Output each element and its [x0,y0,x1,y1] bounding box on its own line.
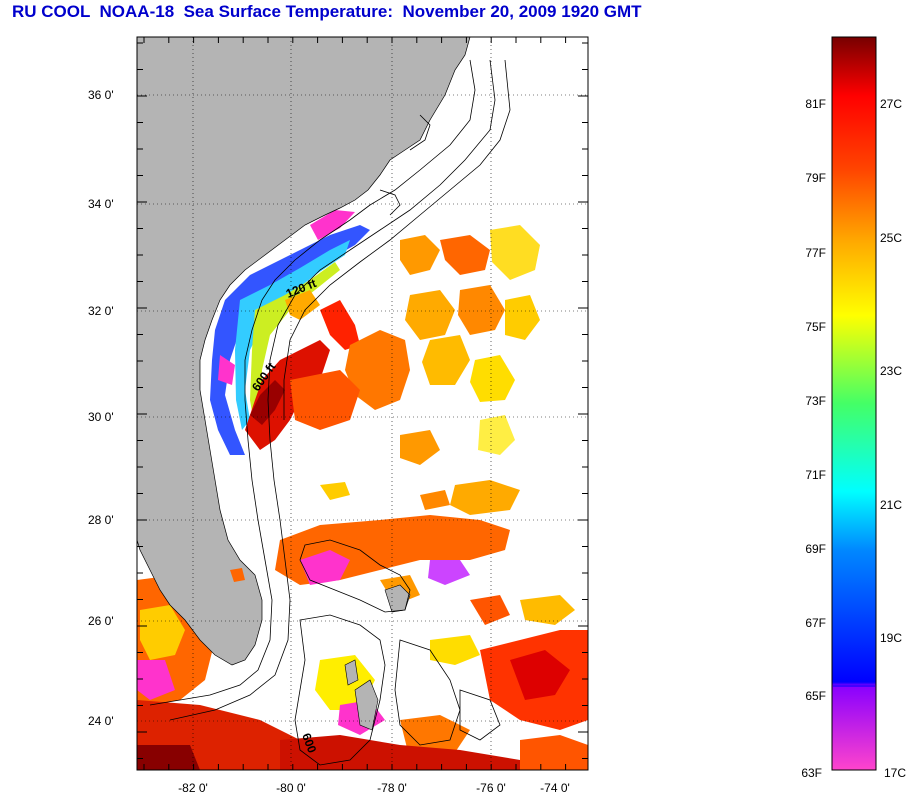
lon-label-78: -78 0' [377,781,407,795]
lat-label-36: 36 0' [88,88,114,102]
colorbar-label-81f: 81F [805,97,826,111]
lat-label-30: 30 0' [88,410,114,424]
colorbar-label-77f: 77F [805,246,826,260]
colorbar-label-25c: 25C [880,231,902,245]
sst-pixels [137,210,588,770]
contour-label-600: 600 [299,731,319,755]
colorbar-celsius-labels: 27C 25C 23C 21C 19C 17C [880,97,906,780]
colorbar-fahrenheit-labels: 81F 79F 77F 75F 73F 71F 69F 67F 65F 63F [801,97,826,780]
colorbar-label-73f: 73F [805,394,826,408]
colorbar-label-67f: 67F [805,616,826,630]
colorbar-label-69f: 69F [805,542,826,556]
map-frame [136,36,589,771]
land [137,37,471,731]
colorbar-label-75f: 75F [805,320,826,334]
colorbar-label-65f: 65F [805,689,826,703]
colorbar-label-19c: 19C [880,631,902,645]
lat-label-32: 32 0' [88,304,114,318]
lat-label-28: 28 0' [88,513,114,527]
lon-label-82: -82 0' [178,781,208,795]
colorbar-label-27c: 27C [880,97,902,111]
depth-contours [149,59,511,766]
map-title: RU COOL NOAA-18 Sea Surface Temperature:… [12,2,642,21]
latitude-labels: 36 0' 34 0' 32 0' 30 0' 28 0' 26 0' 24 0… [88,88,114,728]
lon-label-80: -80 0' [276,781,306,795]
colorbar-label-63f: 63F [801,766,822,780]
lat-label-34: 34 0' [88,197,114,211]
color-legend: 81F 79F 77F 75F 73F 71F 69F 67F 65F 63F … [801,36,906,780]
colorbar-label-21c: 21C [880,498,902,512]
lat-label-24: 24 0' [88,714,114,728]
colorbar-label-71f: 71F [805,468,826,482]
colorbar-gradient [831,36,877,771]
lon-label-74: -74 0' [540,781,570,795]
colorbar-label-79f: 79F [805,171,826,185]
longitude-labels: -82 0' -80 0' -78 0' -76 0' -74 0' [178,781,570,795]
lon-label-76: -76 0' [476,781,506,795]
colorbar-label-23c: 23C [880,364,902,378]
colorbar-label-17c: 17C [884,766,906,780]
axis-ticks [137,37,588,770]
lat-label-26: 26 0' [88,614,114,628]
